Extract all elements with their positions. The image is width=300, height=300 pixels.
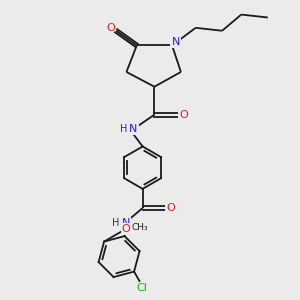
Text: N: N [171,37,180,47]
Text: N: N [122,218,130,228]
Text: O: O [122,224,130,234]
Text: Cl: Cl [136,283,147,293]
Text: H: H [112,218,120,228]
Text: H: H [120,124,127,134]
Text: O: O [179,110,188,120]
Text: CH₃: CH₃ [132,223,148,232]
Text: N: N [129,124,137,134]
Text: O: O [106,23,115,33]
Text: O: O [166,203,175,213]
